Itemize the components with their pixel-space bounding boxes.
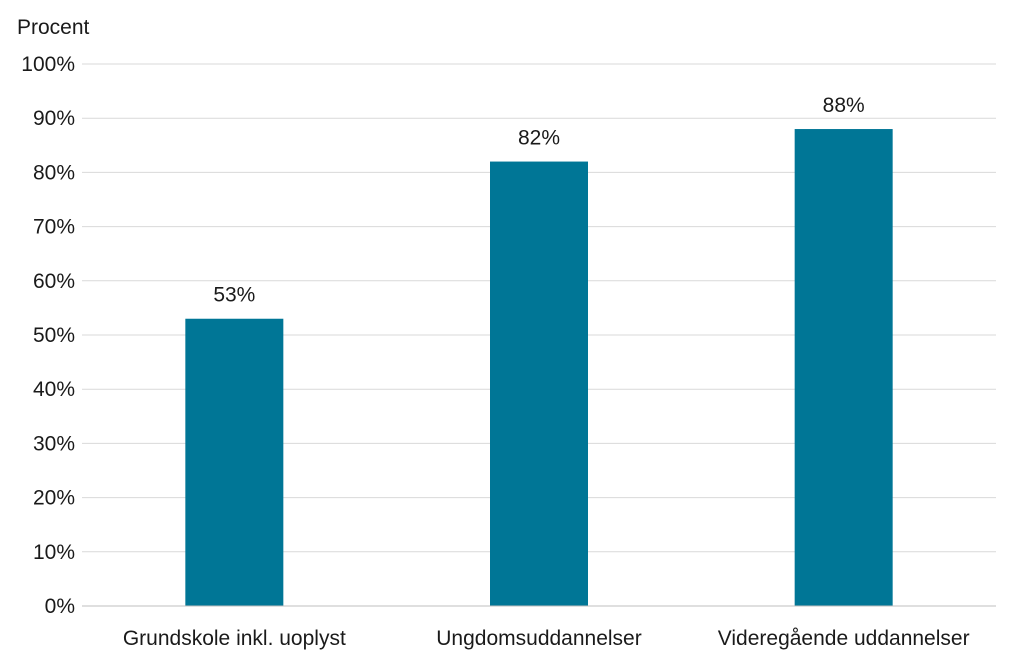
y-axis-ticks: 0% 10% 20% 30% 40% 50% 60% 70% 80% 90% 100%: [21, 53, 75, 618]
y-tick-label: 20%: [33, 487, 75, 510]
x-tick-label: Videregående uddannelser: [718, 627, 970, 650]
y-tick-label: 0%: [45, 595, 75, 618]
bar: [794, 129, 893, 607]
y-tick-label: 100%: [21, 53, 75, 76]
y-tick-label: 10%: [33, 541, 75, 564]
x-tick-label: Ungdomsuddannelser: [436, 627, 641, 650]
x-axis-ticks: Grundskole inkl. uoplyst Ungdomsuddannels…: [123, 627, 970, 650]
bar: [185, 318, 284, 606]
y-axis-title: Procent: [17, 16, 90, 39]
data-label: 88%: [823, 94, 865, 117]
y-tick-label: 80%: [33, 161, 75, 184]
x-tick-label: Grundskole inkl. uoplyst: [123, 627, 346, 650]
y-tick-label: 60%: [33, 270, 75, 293]
y-tick-label: 50%: [33, 324, 75, 347]
bar: [490, 161, 588, 606]
y-tick-label: 40%: [33, 378, 75, 401]
data-label: 53%: [213, 284, 255, 307]
bars: [185, 129, 893, 607]
y-tick-label: 90%: [33, 107, 75, 130]
data-label: 82%: [518, 127, 560, 150]
y-tick-label: 70%: [33, 216, 75, 239]
data-labels: 53% 82% 88%: [213, 94, 864, 307]
y-tick-label: 30%: [33, 432, 75, 455]
